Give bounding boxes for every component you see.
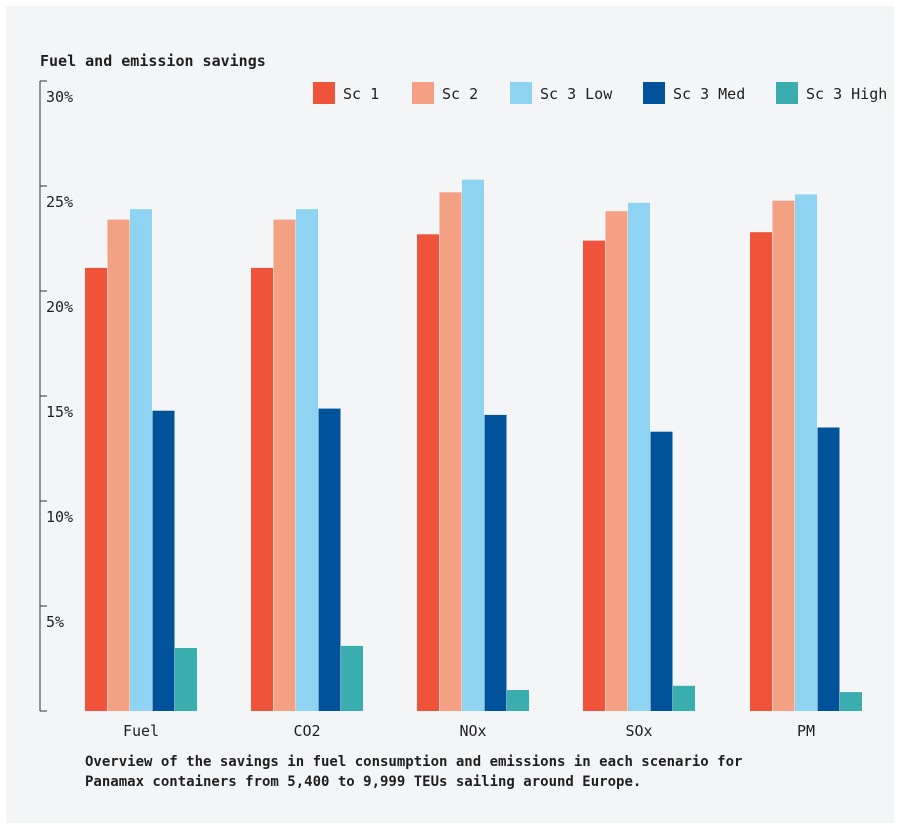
bar-fuel-sc-1 [85,267,107,711]
bar-pm-sc-2 [772,200,795,711]
bar-nox-sc-2 [439,192,462,712]
legend-label: Sc 3 High [806,85,887,103]
legend-swatch [643,82,665,104]
bar-co2-sc-3-high [341,645,363,711]
y-tick-label: 25% [46,193,73,211]
caption-line-1: Overview of the savings in fuel consumpt… [85,754,742,770]
bar-pm-sc-1 [750,232,772,711]
bar-fuel-sc-2 [107,219,130,711]
x-tick-label: PM [797,722,815,740]
y-tick-label: 20% [46,298,73,316]
chart-title: Fuel and emission savings [40,52,266,70]
x-tick-label: CO2 [293,722,320,740]
x-tick-labels: Fuel CO2 NOx SOx PM [123,722,815,740]
legend-label: Sc 3 Med [673,85,745,103]
bar-sox-sc-3-high [673,685,695,711]
x-tick-label: Fuel [123,722,159,740]
bar-co2-sc-3-med [318,408,341,711]
bar-nox-sc-1 [417,234,439,712]
y-tick-label: 10% [46,508,73,526]
bar-sox-sc-3-low [628,202,650,712]
legend: Sc 1 Sc 2 Sc 3 Low Sc 3 Med Sc 3 High [313,82,887,104]
bars [85,179,862,712]
legend-swatch [313,82,335,104]
bar-co2-sc-3-low [296,209,318,711]
bar-sox-sc-2 [605,211,628,711]
legend-swatch [412,82,434,104]
y-tick-label: 5% [46,613,64,631]
legend-label: Sc 3 Low [540,85,613,103]
legend-label: Sc 2 [442,85,478,103]
bar-pm-sc-3-low [795,194,817,711]
legend-label: Sc 1 [343,85,379,103]
x-tick-label: NOx [459,722,486,740]
x-tick-label: SOx [625,722,652,740]
bar-co2-sc-2 [273,219,296,711]
y-tick-labels: 5% 10% 15% 20% 25% 30% [40,80,73,631]
bar-pm-sc-3-high [840,692,862,711]
bar-nox-sc-3-high [507,690,529,711]
bar-sox-sc-1 [583,240,605,711]
y-tick-label: 15% [46,403,73,421]
bar-fuel-sc-3-high [175,648,197,711]
legend-swatch [776,82,798,104]
caption-line-2: Panamax containers from 5,400 to 9,999 T… [85,774,641,790]
bar-sox-sc-3-med [650,431,673,711]
bar-nox-sc-3-med [484,414,507,711]
legend-swatch [510,82,532,104]
bar-pm-sc-3-med [817,427,840,711]
bar-co2-sc-1 [251,267,273,711]
bar-nox-sc-3-low [462,179,484,711]
y-tick-label: 30% [46,88,73,106]
bar-fuel-sc-3-low [130,209,152,711]
bar-fuel-sc-3-med [152,410,175,711]
